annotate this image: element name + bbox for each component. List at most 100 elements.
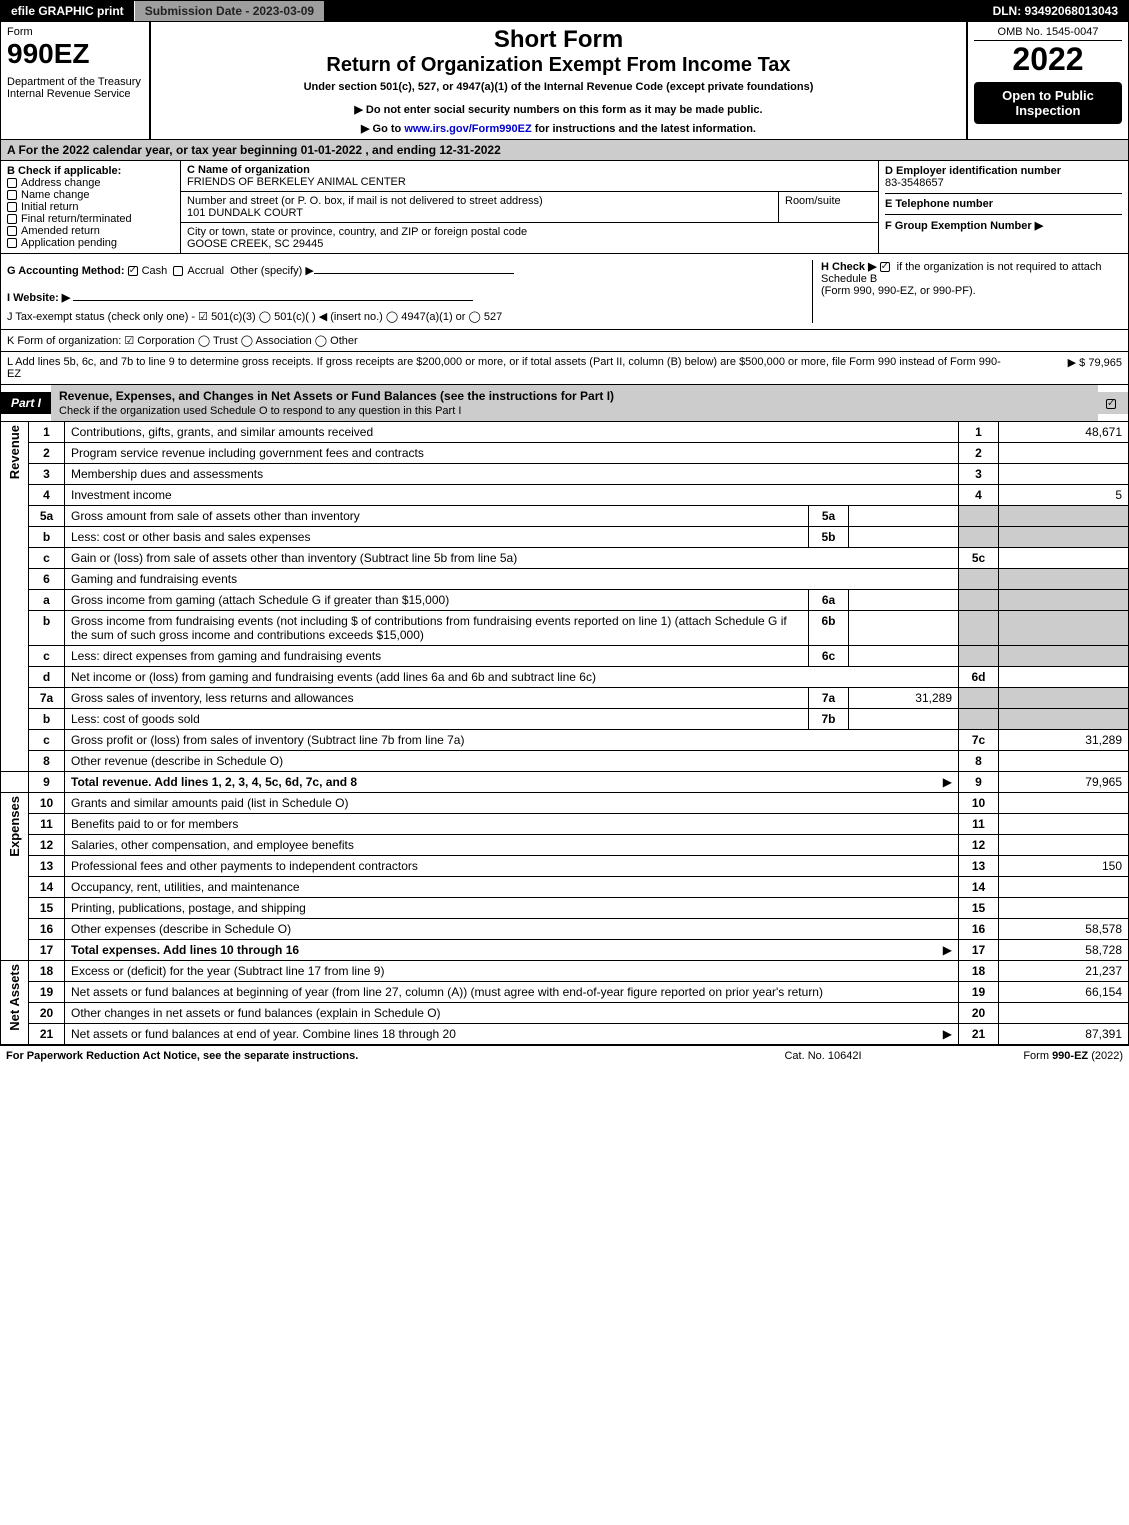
topbar-spacer [325, 1, 982, 21]
ln-18: 18 [29, 961, 65, 982]
dln-label: DLN: 93492068013043 [983, 1, 1128, 21]
num-14: 14 [959, 877, 999, 898]
desc-20: Other changes in net assets or fund bala… [65, 1003, 959, 1024]
num-15: 15 [959, 898, 999, 919]
form-number: 990EZ [7, 38, 143, 70]
chk-amended[interactable] [7, 226, 17, 236]
num-16: 16 [959, 919, 999, 940]
val-5b-gray [999, 527, 1129, 548]
val-17: 58,728 [999, 940, 1129, 961]
val-12 [999, 835, 1129, 856]
box-i-label: I Website: ▶ [7, 292, 70, 304]
val-10 [999, 793, 1129, 814]
desc-6: Gaming and fundraising events [65, 569, 959, 590]
val-6-gray [999, 569, 1129, 590]
chk-final[interactable] [7, 214, 17, 224]
num-6c-gray [959, 646, 999, 667]
gh-block: G Accounting Method: Cash Accrual Other … [0, 254, 1129, 330]
ln-6d: d [29, 667, 65, 688]
desc-7a: Gross sales of inventory, less returns a… [65, 688, 809, 709]
desc-1: Contributions, gifts, grants, and simila… [65, 422, 959, 443]
irs-link[interactable]: www.irs.gov/Form990EZ [404, 123, 531, 135]
desc-6c: Less: direct expenses from gaming and fu… [65, 646, 809, 667]
val-6b-gray [999, 611, 1129, 646]
desc-2: Program service revenue including govern… [65, 443, 959, 464]
footer-left: For Paperwork Reduction Act Notice, see … [6, 1050, 723, 1062]
chk-pending[interactable] [7, 238, 17, 248]
val-11 [999, 814, 1129, 835]
chk-initial[interactable] [7, 202, 17, 212]
efile-label[interactable]: efile GRAPHIC print [1, 1, 135, 21]
room-suite: Room/suite [778, 192, 878, 222]
num-4: 4 [959, 485, 999, 506]
desc-11: Benefits paid to or for members [65, 814, 959, 835]
num-2: 2 [959, 443, 999, 464]
box-b: B Check if applicable: Address change Na… [1, 161, 181, 253]
chk-name[interactable] [7, 190, 17, 200]
ln-16: 16 [29, 919, 65, 940]
ln-7a: 7a [29, 688, 65, 709]
title-sub: Under section 501(c), 527, or 4947(a)(1)… [157, 81, 960, 93]
ln-17: 17 [29, 940, 65, 961]
footer-right-post: (2022) [1088, 1050, 1123, 1062]
other-input[interactable] [314, 260, 514, 274]
subln-6a: 6a [809, 590, 849, 611]
val-7c: 31,289 [999, 730, 1129, 751]
box-l-value: 79,965 [1088, 357, 1122, 369]
subval-7a: 31,289 [849, 688, 959, 709]
ln-5c: c [29, 548, 65, 569]
part1-title-text: Revenue, Expenses, and Changes in Net As… [59, 389, 614, 403]
box-d-label: D Employer identification number [885, 165, 1122, 177]
desc-12: Salaries, other compensation, and employ… [65, 835, 959, 856]
desc-8: Other revenue (describe in Schedule O) [65, 751, 959, 772]
side-expenses: Expenses [7, 796, 22, 857]
part1-checkbox[interactable] [1106, 399, 1116, 409]
num-6-gray [959, 569, 999, 590]
num-5b-gray [959, 527, 999, 548]
form-word: Form [7, 26, 143, 38]
val-6c-gray [999, 646, 1129, 667]
lines-table: Revenue 1 Contributions, gifts, grants, … [0, 422, 1129, 1045]
subval-6b [849, 611, 959, 646]
desc-3: Membership dues and assessments [65, 464, 959, 485]
chk-cash[interactable] [128, 266, 138, 276]
subln-6b: 6b [809, 611, 849, 646]
ln-1: 1 [29, 422, 65, 443]
subval-6a [849, 590, 959, 611]
num-11: 11 [959, 814, 999, 835]
chk-accrual[interactable] [173, 266, 183, 276]
desc-10: Grants and similar amounts paid (list in… [65, 793, 959, 814]
opt-accrual: Accrual [187, 265, 224, 277]
opt-pending: Application pending [21, 237, 117, 249]
box-l: L Add lines 5b, 6c, and 7b to line 9 to … [0, 352, 1129, 385]
chk-h[interactable] [880, 262, 890, 272]
box-c-label: C Name of organization [187, 164, 872, 176]
city-label: City or town, state or province, country… [187, 226, 872, 238]
website-input[interactable] [73, 287, 473, 301]
footer-right-pre: Form [1023, 1050, 1052, 1062]
ln-5b: b [29, 527, 65, 548]
num-7b-gray [959, 709, 999, 730]
val-7b-gray [999, 709, 1129, 730]
part1-header: Part I Revenue, Expenses, and Changes in… [0, 385, 1129, 422]
arr-9: ▶ [943, 775, 952, 789]
num-7c: 7c [959, 730, 999, 751]
ln-13: 13 [29, 856, 65, 877]
num-3: 3 [959, 464, 999, 485]
box-def: D Employer identification number 83-3548… [878, 161, 1128, 253]
chk-address[interactable] [7, 178, 17, 188]
box-b-title: B Check if applicable: [7, 165, 174, 177]
ln-4: 4 [29, 485, 65, 506]
ln-9: 9 [29, 772, 65, 793]
ln-19: 19 [29, 982, 65, 1003]
side-netassets: Net Assets [7, 964, 22, 1031]
val-8 [999, 751, 1129, 772]
num-10: 10 [959, 793, 999, 814]
desc-21: Net assets or fund balances at end of ye… [65, 1024, 959, 1045]
title-main: Return of Organization Exempt From Incom… [157, 54, 960, 77]
footer-right-bold: 990-EZ [1052, 1050, 1088, 1062]
note2-post: for instructions and the latest informat… [532, 123, 756, 135]
num-8: 8 [959, 751, 999, 772]
box-j: J Tax-exempt status (check only one) - ☑… [7, 310, 812, 323]
num-13: 13 [959, 856, 999, 877]
